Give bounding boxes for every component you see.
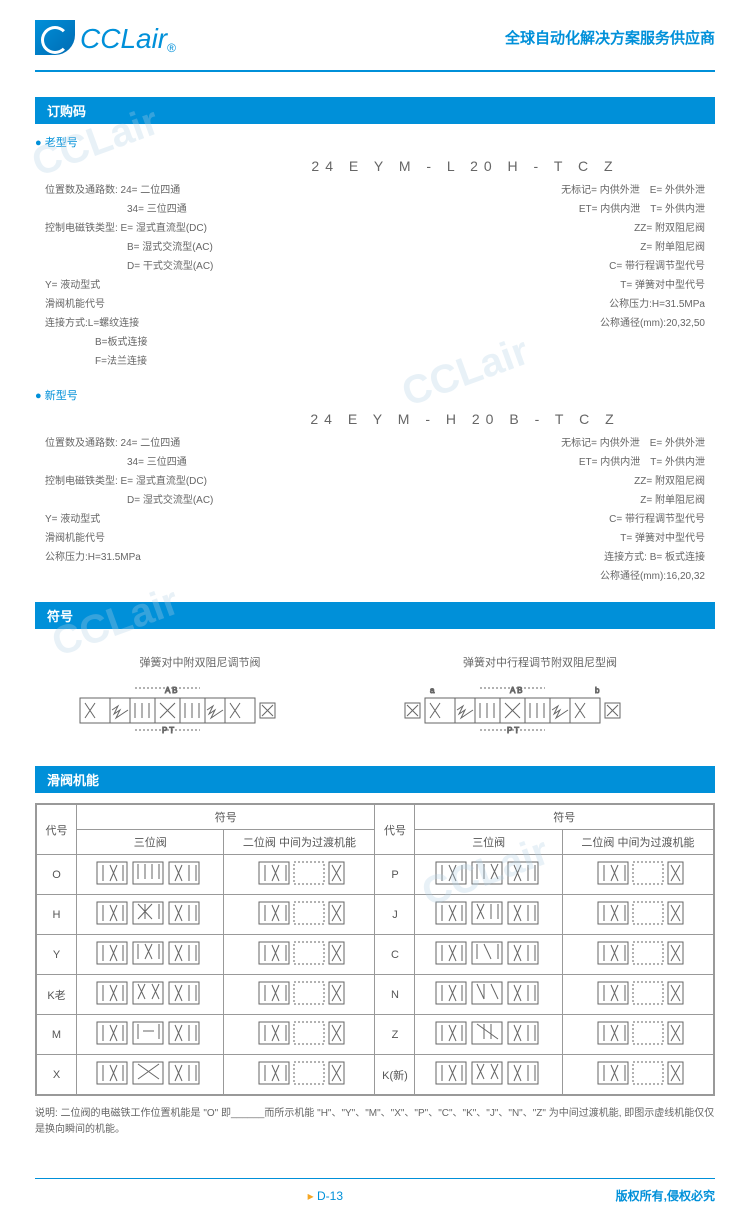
symbol1-title: 弹簧对中附双阻尼调节阀: [70, 654, 330, 670]
svg-text:a: a: [430, 686, 435, 695]
symbol-cell: [415, 975, 562, 1015]
new-model-diagram: 新型号 24 E Y M - H 20 B - T C Z 位置数及通路数: 2…: [35, 387, 715, 587]
footnote: 说明: 二位阀的电磁铁工作位置机能是 "O" 即______而所示机能 "H"、…: [35, 1106, 715, 1138]
valve-3pos-icon: [95, 939, 205, 967]
valve-2pos-icon: [244, 859, 354, 887]
valve-3pos-icon: [95, 979, 205, 1007]
registered-mark: ®: [167, 41, 176, 55]
page-footer: D-13 版权所有,侵权必究: [0, 1179, 750, 1224]
code-cell: P: [375, 855, 415, 895]
code-cell: J: [375, 895, 415, 935]
valve-2pos-icon: [244, 979, 354, 1007]
symbol-cell: [415, 895, 562, 935]
valve-2pos-icon: [244, 899, 354, 927]
valve-3pos-icon: [95, 1019, 205, 1047]
symbol-cell: [77, 935, 224, 975]
valve-2pos-icon: [583, 859, 693, 887]
new-model-right-desc: 无标记= 内供外泄 E= 外供外泄 ET= 内供内泄 T= 外供内泄 ZZ= 附…: [390, 435, 715, 587]
valve-3pos-icon: [434, 1019, 544, 1047]
svg-text:b: b: [595, 686, 600, 695]
symbol-cell: [224, 935, 375, 975]
code-cell: C: [375, 935, 415, 975]
old-model-left-desc: 位置数及通路数: 24= 二位四通 34= 三位四通 控制电磁铁类型: E= 湿…: [35, 182, 360, 372]
symbol-cell: [415, 1055, 562, 1095]
symbol-diagrams: 弹簧对中附双阻尼调节阀 A B P T 弹簧对中行程调节附双阻尼型阀: [35, 639, 715, 756]
valve-2pos-icon: [583, 1059, 693, 1087]
code-cell: K老: [37, 975, 77, 1015]
symbol-cell: [77, 975, 224, 1015]
valve-3pos-icon: [434, 1059, 544, 1087]
symbol-cell: [562, 895, 713, 935]
code-cell: Y: [37, 935, 77, 975]
function-table: 代号 符号 代号 符号 三位阀 二位阀 中间为过渡机能 三位阀 二位阀 中间为过…: [35, 803, 715, 1096]
symbol-cell: [562, 935, 713, 975]
valve-2pos-icon: [244, 1019, 354, 1047]
section-order-code: 订购码: [35, 97, 715, 124]
symbol-cell: [77, 855, 224, 895]
tagline: 全球自动化解决方案服务供应商: [505, 27, 715, 48]
old-model-label: 老型号: [35, 134, 715, 150]
symbol2-title: 弹簧对中行程调节附双阻尼型阀: [400, 654, 680, 670]
logo-text: CCLair: [80, 23, 167, 55]
old-model-code: 24 E Y M - L 20 H - T C Z: [215, 158, 715, 174]
valve-2pos-icon: [244, 1059, 354, 1087]
new-model-left-desc: 位置数及通路数: 24= 二位四通 34= 三位四通 控制电磁铁类型: E= 湿…: [35, 435, 360, 587]
section-symbol: 符号: [35, 602, 715, 629]
symbol-cell: [224, 1055, 375, 1095]
symbol-cell: [77, 1055, 224, 1095]
symbol-cell: [562, 1055, 713, 1095]
old-model-right-desc: 无标记= 内供外泄 E= 外供外泄 ET= 内供内泄 T= 外供内泄 ZZ= 附…: [390, 182, 715, 372]
valve-2pos-icon: [583, 899, 693, 927]
symbol-cell: [415, 935, 562, 975]
valve-3pos-icon: [95, 1059, 205, 1087]
page-number: D-13: [308, 1189, 343, 1203]
section-spool: 滑阀机能: [35, 766, 715, 793]
valve-3pos-icon: [95, 859, 205, 887]
valve-2pos-icon: [583, 1019, 693, 1047]
logo-mark: [35, 20, 75, 55]
svg-text:A B: A B: [165, 686, 177, 695]
valve-symbol-1: A B P T: [70, 678, 330, 738]
valve-3pos-icon: [95, 899, 205, 927]
valve-3pos-icon: [434, 979, 544, 1007]
valve-2pos-icon: [583, 939, 693, 967]
code-cell: N: [375, 975, 415, 1015]
symbol-cell: [562, 855, 713, 895]
code-cell: O: [37, 855, 77, 895]
symbol-cell: [415, 855, 562, 895]
svg-text:A B: A B: [510, 686, 522, 695]
copyright: 版权所有,侵权必究: [616, 1187, 715, 1204]
symbol-cell: [224, 855, 375, 895]
symbol-cell: [224, 895, 375, 935]
symbol-cell: [77, 895, 224, 935]
new-model-label: 新型号: [35, 387, 715, 403]
symbol-cell: [224, 975, 375, 1015]
valve-2pos-icon: [244, 939, 354, 967]
code-cell: X: [37, 1055, 77, 1095]
valve-2pos-icon: [583, 979, 693, 1007]
valve-3pos-icon: [434, 859, 544, 887]
new-model-code: 24 E Y M - H 20 B - T C Z: [215, 411, 715, 427]
page-header: CCLair ® 全球自动化解决方案服务供应商: [0, 0, 750, 70]
old-model-diagram: 老型号 24 E Y M - L 20 H - T C Z 位置数及通路数: 2…: [35, 134, 715, 372]
code-cell: K(新): [375, 1055, 415, 1095]
valve-3pos-icon: [434, 899, 544, 927]
valve-symbol-2: A B P T a b: [400, 678, 680, 738]
code-cell: H: [37, 895, 77, 935]
symbol-cell: [562, 975, 713, 1015]
valve-3pos-icon: [434, 939, 544, 967]
logo: CCLair ®: [35, 20, 176, 55]
